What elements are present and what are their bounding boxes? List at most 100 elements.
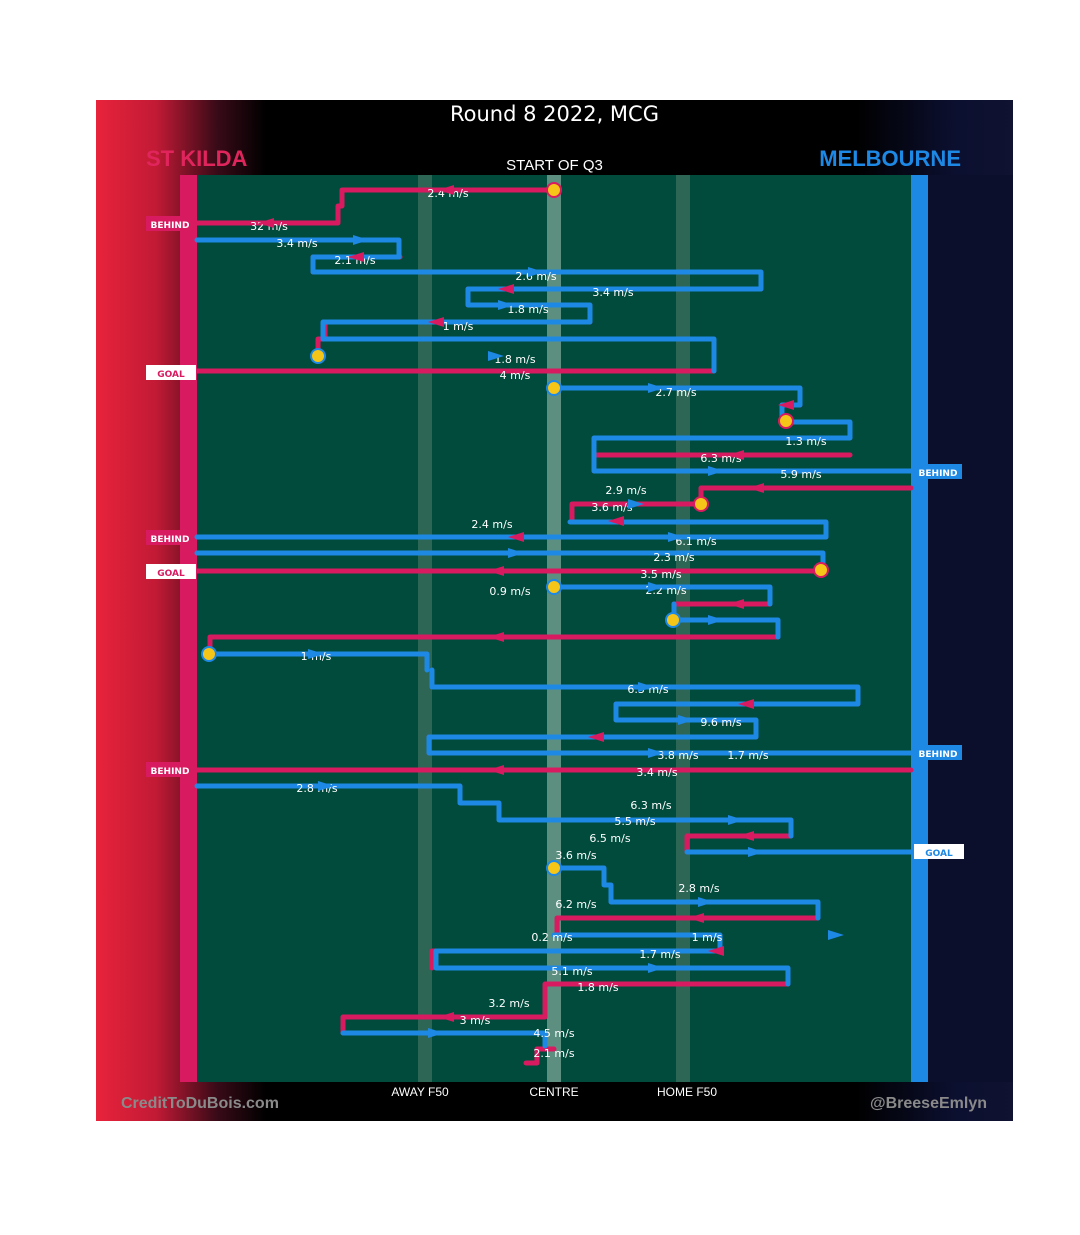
direction-arrow [648,963,664,973]
direction-arrow [828,930,844,940]
outcome-label: BEHIND [151,535,190,545]
direction-arrow [528,267,544,277]
chain-path [426,667,914,756]
direction-arrow [778,400,794,410]
away-f50-band [418,175,432,1082]
ball-marker [778,413,794,429]
speed-label: 2.4 m/s [471,518,512,531]
speed-label: 6.1 m/s [675,535,716,548]
home-f50-label: HOME F50 [657,1085,717,1099]
outcome-badge [914,464,962,479]
direction-arrow [628,499,644,509]
direction-arrow [488,632,504,642]
chart-title: Round 8 2022, MCG [449,102,659,126]
direction-arrow [508,548,524,558]
direction-arrow [308,649,324,659]
ball-marker [813,562,829,578]
chain-path [671,601,781,640]
chain-path [206,651,430,673]
ball-marker [546,380,562,396]
direction-arrow [668,532,684,542]
chain-path [340,981,791,1036]
speed-label: 2.8 m/s [678,882,719,895]
chain-path [340,1030,548,1049]
speed-label: 3.8 m/s [657,749,698,762]
speed-label: 1.7 m/s [727,749,768,762]
outcome-badge [146,216,194,231]
speed-label: 3.4 m/s [592,286,633,299]
ball-marker [201,646,217,662]
field-background [180,175,1012,1082]
direction-arrow [438,185,454,195]
direction-arrow [318,781,334,791]
direction-arrow [353,235,369,245]
speed-label: 2.7 m/s [655,386,696,399]
direction-arrows [258,185,844,1038]
centre-label: CENTRE [529,1085,578,1099]
chain-path [551,584,773,607]
direction-arrow [738,831,754,841]
speed-label: 6.3 m/s [630,799,671,812]
speed-label: 6.5 m/s [589,832,630,845]
st-kilda-outcome: BEHIND [146,216,194,231]
speed-label: 3.4 m/s [636,766,677,779]
outcome-badges: BEHIND GOAL BEHIND BEHIND GOAL BEHIND BEHIND GO… [146,216,964,859]
direction-arrow [488,351,504,361]
direction-arrow [728,815,744,825]
outcome-label: BEHIND [151,221,190,231]
speed-label: 2.1 m/s [334,254,375,267]
outcome-label: BEHIND [919,469,958,479]
speed-label: 2.6 m/s [515,270,556,283]
speed-label: 1.8 m/s [577,981,618,994]
direction-arrow [498,284,514,294]
outcome-badge [146,365,196,380]
ball-marker [546,860,562,876]
chain-path [554,915,821,938]
outcome-label: GOAL [925,849,953,859]
direction-arrow [728,599,744,609]
outcome-badge [146,762,194,777]
speed-label: 2.3 m/s [653,551,694,564]
speed-label: 3.6 m/s [555,849,596,862]
chain-paths [194,187,914,1066]
outcome-badge [146,564,196,579]
direction-arrow [748,847,764,857]
melbourne-outcome: GOAL [914,844,964,859]
speed-label: 2.4 m/s [427,187,468,200]
direction-arrow [498,300,514,310]
direction-arrow [488,566,504,576]
speed-label: 1.7 m/s [639,948,680,961]
right-margin [928,175,1013,1082]
ball-marker [546,579,562,595]
speed-label: 3 m/s [460,1014,491,1027]
speed-label: 5.9 m/s [780,468,821,481]
speed-label: 1.8 m/s [494,353,535,366]
right-edge [928,175,932,1082]
direction-arrow [648,748,664,758]
speed-label: 3.5 m/s [640,568,681,581]
outcome-badge [914,745,962,760]
speed-label: 1.3 m/s [785,435,826,448]
speed-label: 2.9 m/s [605,484,646,497]
speed-label: 9.6 m/s [700,716,741,729]
direction-arrow [648,582,664,592]
direction-arrow [508,532,524,542]
speed-label: 3.4 m/s [276,237,317,250]
direction-arrow [728,450,744,460]
chain-path [684,833,794,855]
melbourne-outcome: BEHIND [914,745,962,760]
ball-marker [546,182,562,198]
speed-label: 2.8 m/s [296,782,337,795]
ball-marker [665,612,681,628]
chain-path [194,237,764,374]
speed-label: 5.5 m/s [614,815,655,828]
chain-path [433,932,791,987]
direction-arrow [348,252,364,262]
outcome-label: BEHIND [919,750,958,760]
quarter-label: START OF Q3 [506,157,603,174]
team-name-left: ST KILDA [146,146,248,171]
direction-arrow [258,218,274,228]
ball-markers [201,182,829,876]
chain-path [523,1046,557,1066]
outcome-label: BEHIND [151,767,190,777]
